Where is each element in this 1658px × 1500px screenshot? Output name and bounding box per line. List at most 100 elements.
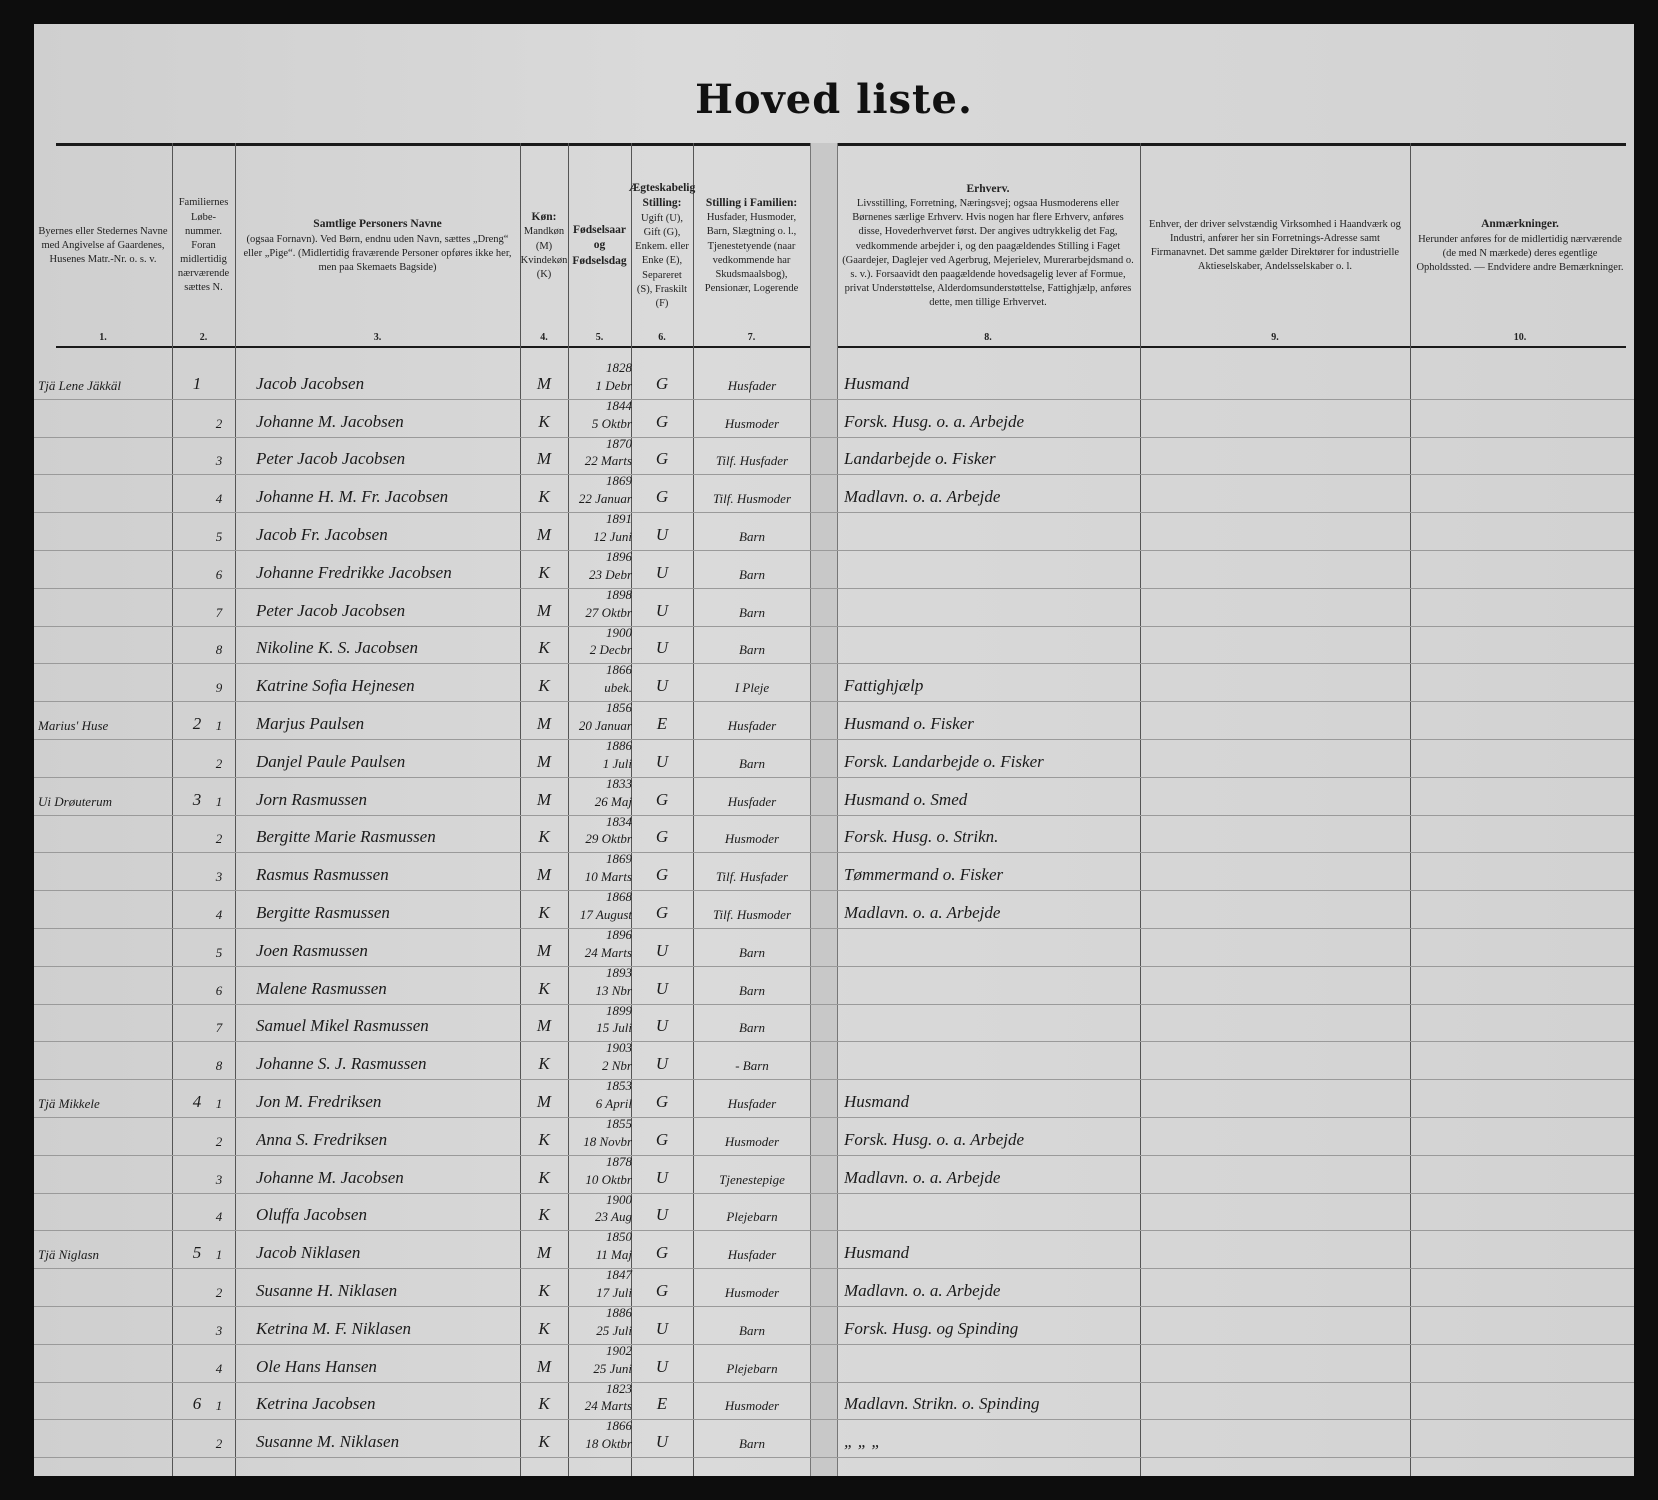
birth-day: 17 Juli	[596, 1284, 632, 1300]
person-row: 8 Johanne S. J. Rasmussen K 1903 2 Nbr U - Bar…	[34, 1040, 1634, 1081]
marital-status: U	[655, 600, 669, 620]
family-position: Barn	[739, 604, 765, 620]
occupation: Tømmermand o. Fisker	[844, 865, 1004, 885]
person-number: 1	[215, 1247, 223, 1263]
person-name: Ketrina M. F. Niklasen	[256, 1318, 412, 1338]
family-position: Husmoder	[724, 1133, 780, 1149]
sex: K	[538, 411, 550, 431]
person-row: 4 Bergitte Rasmussen K 1868 17 August G Tilf. …	[34, 889, 1634, 929]
birth-year: 1902	[606, 1342, 632, 1358]
row-rule	[34, 814, 1634, 816]
sex: K	[538, 1129, 550, 1149]
family-position: Barn	[739, 982, 765, 998]
family-position: Tilf. Husmoder	[712, 491, 791, 507]
person-name: Katrine Sofia Hejnesen	[256, 676, 415, 696]
family-position: Barn	[739, 944, 765, 960]
birth-year: 1900	[606, 624, 632, 640]
family-number: 3	[192, 789, 202, 809]
column-header-4: Køn: Mandkøn (M) Kvindekøn (K)	[520, 146, 568, 346]
birth-year: 1844	[606, 397, 632, 413]
row-rule	[34, 1268, 1634, 1270]
column-header-8: Erhverv. Livsstilling, Forretning, Næring…	[836, 146, 1140, 346]
family-number: 2	[192, 713, 202, 733]
row-rule	[34, 474, 1634, 476]
person-number: 2	[215, 831, 223, 847]
marital-status: U	[655, 1356, 669, 1376]
row-rule	[34, 1230, 1634, 1232]
person-name: Johanne H. M. Fr. Jacobsen	[256, 487, 449, 507]
birth-day: 22 Januar	[578, 491, 632, 507]
marital-status: U	[655, 1318, 669, 1338]
marital-status: U	[655, 524, 669, 544]
sex: K	[538, 487, 550, 507]
birth-day: 13 Nbr	[595, 982, 632, 998]
person-row: 4 Johanne H. M. Fr. Jacobsen K 1869 22 Janua…	[34, 473, 1634, 514]
sex: K	[538, 562, 550, 582]
birth-day: 10 Oktbr	[585, 1171, 632, 1187]
person-name: Ketrina Jacobsen	[256, 1394, 376, 1414]
birth-year: 1869	[606, 851, 632, 867]
column-header-7: Stilling i Familien: Husfader, Husmoder, …	[693, 146, 810, 346]
occupation: Husmand o. Fisker	[844, 713, 974, 733]
person-number: 1	[215, 793, 223, 809]
page-title: Hoved liste.	[695, 76, 973, 123]
person-name: Susanne M. Niklasen	[256, 1432, 400, 1452]
person-number: 1	[215, 717, 223, 733]
person-name: Nikoline K. S. Jacobsen	[256, 638, 418, 658]
birth-day: 29 Oktbr	[585, 831, 632, 847]
person-number: 2	[215, 1436, 223, 1452]
person-row: 3 Johanne M. Jacobsen K 1878 10 Oktbr U Tjenes…	[34, 1154, 1634, 1194]
birth-year: 1866	[606, 662, 632, 678]
row-rule	[34, 1305, 1634, 1307]
occupation: Madlavn. o. a. Arbejde	[844, 1167, 1001, 1187]
birth-year: 1828	[606, 360, 632, 375]
row-rule	[34, 738, 1634, 740]
occupation: Husmand o. Smed	[844, 789, 968, 809]
birth-year: 1896	[606, 549, 632, 564]
birth-year: 1834	[606, 813, 632, 829]
person-row: Tjä Niglasn 5 1 Jacob Niklasen M 1850 11 Maj G H…	[34, 1229, 1634, 1270]
birth-day: 12 Juni	[593, 528, 632, 544]
column-number: 4.	[540, 332, 548, 343]
row-rule	[34, 1381, 1634, 1383]
marital-status: G	[655, 789, 669, 809]
family-position: I Pleje	[734, 680, 770, 696]
birth-year: 1868	[606, 889, 632, 905]
family-position: Tjenestepige	[719, 1171, 785, 1187]
person-name: Johanne S. J. Rasmussen	[256, 1054, 427, 1074]
person-number: 2	[215, 1284, 223, 1300]
marital-status: G	[655, 449, 669, 469]
birth-day: 11 Maj	[595, 1247, 632, 1263]
person-name: Susanne H. Niklasen	[256, 1280, 398, 1300]
column-header-title: Køn:	[531, 210, 557, 223]
person-name: Jorn Rasmussen	[256, 789, 367, 809]
person-row: 5 Jacob Fr. Jacobsen M 1891 12 Juni U Barn	[34, 511, 1634, 551]
person-number: 7	[215, 604, 223, 620]
marital-status: U	[655, 751, 669, 771]
marital-status: U	[655, 638, 669, 658]
row-rule	[34, 663, 1634, 665]
person-name: Rasmus Rasmussen	[256, 865, 389, 885]
birth-day: 18 Oktbr	[585, 1436, 632, 1452]
family-position: Tilf. Husfader	[715, 869, 789, 885]
marital-status: U	[655, 676, 669, 696]
occupation: Landarbejde o. Fisker	[844, 449, 996, 469]
column-divider	[568, 143, 569, 1476]
person-number: 1	[215, 1398, 223, 1414]
birth-year: 1900	[606, 1191, 632, 1207]
marital-status: U	[655, 562, 669, 582]
person-row: 2 Susanne M. Niklasen K 1866 18 Oktbr U Barn „ …	[34, 1418, 1634, 1459]
marital-status: E	[656, 713, 668, 733]
person-number: 3	[215, 453, 223, 469]
birth-day: 20 Januar	[578, 717, 632, 733]
marital-status: U	[655, 1054, 669, 1074]
sex: M	[536, 600, 552, 620]
occupation: Forsk. Husg. og Spinding	[844, 1318, 1019, 1338]
birth-year: 1850	[606, 1229, 632, 1245]
person-number: 5	[215, 528, 223, 544]
column-divider	[235, 143, 236, 1476]
sex: K	[538, 1394, 550, 1414]
column-header-text: Herunder anføres for de midlertidig nærv…	[1416, 233, 1624, 273]
person-name: Oluffa Jacobsen	[256, 1205, 367, 1225]
birth-day: 10 Marts	[584, 869, 632, 885]
